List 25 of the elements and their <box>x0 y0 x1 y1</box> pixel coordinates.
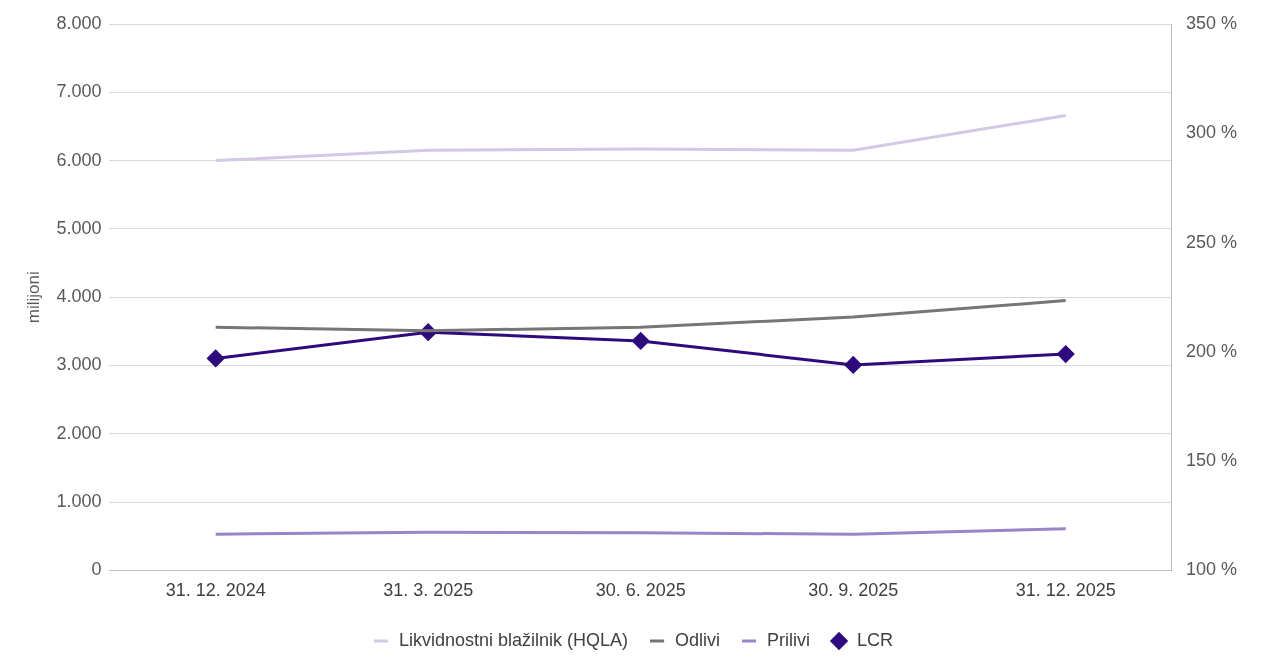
y-tick-label: 0 <box>91 559 102 580</box>
y-tick-label: 4.000 <box>56 286 102 307</box>
x-tick-label: 31. 3. 2025 <box>383 580 474 601</box>
y2-tick-label: 350 % <box>1185 12 1238 33</box>
x-tick-label: 30. 6. 2025 <box>595 580 686 601</box>
legend-label: Likvidnostni blažilnik (HQLA) <box>398 629 629 650</box>
y-tick-label: 2.000 <box>56 422 102 443</box>
y-tick-label: 3.000 <box>56 354 102 375</box>
y2-tick-label: 250 % <box>1185 231 1238 252</box>
y-tick-label: 5.000 <box>56 217 102 238</box>
y-tick-label: 7.000 <box>56 81 102 102</box>
y-tick-label: 8.000 <box>56 12 102 33</box>
y2-tick-label: 200 % <box>1185 340 1238 361</box>
y-tick-label: 1.000 <box>56 491 102 512</box>
y-axis-title: milijoni <box>23 271 43 324</box>
legend-label: LCR <box>857 629 894 650</box>
y-tick-label: 6.000 <box>56 149 102 170</box>
y2-tick-label: 150 % <box>1185 450 1238 471</box>
x-tick-label: 30. 9. 2025 <box>808 580 899 601</box>
y2-tick-label: 300 % <box>1185 122 1238 143</box>
legend-label: Prilivi <box>767 629 811 650</box>
legend-label: Odlivi <box>675 629 721 650</box>
x-tick-label: 31. 12. 2024 <box>165 580 266 601</box>
x-tick-label: 31. 12. 2025 <box>1015 580 1116 601</box>
y2-tick-label: 100 % <box>1185 559 1238 580</box>
